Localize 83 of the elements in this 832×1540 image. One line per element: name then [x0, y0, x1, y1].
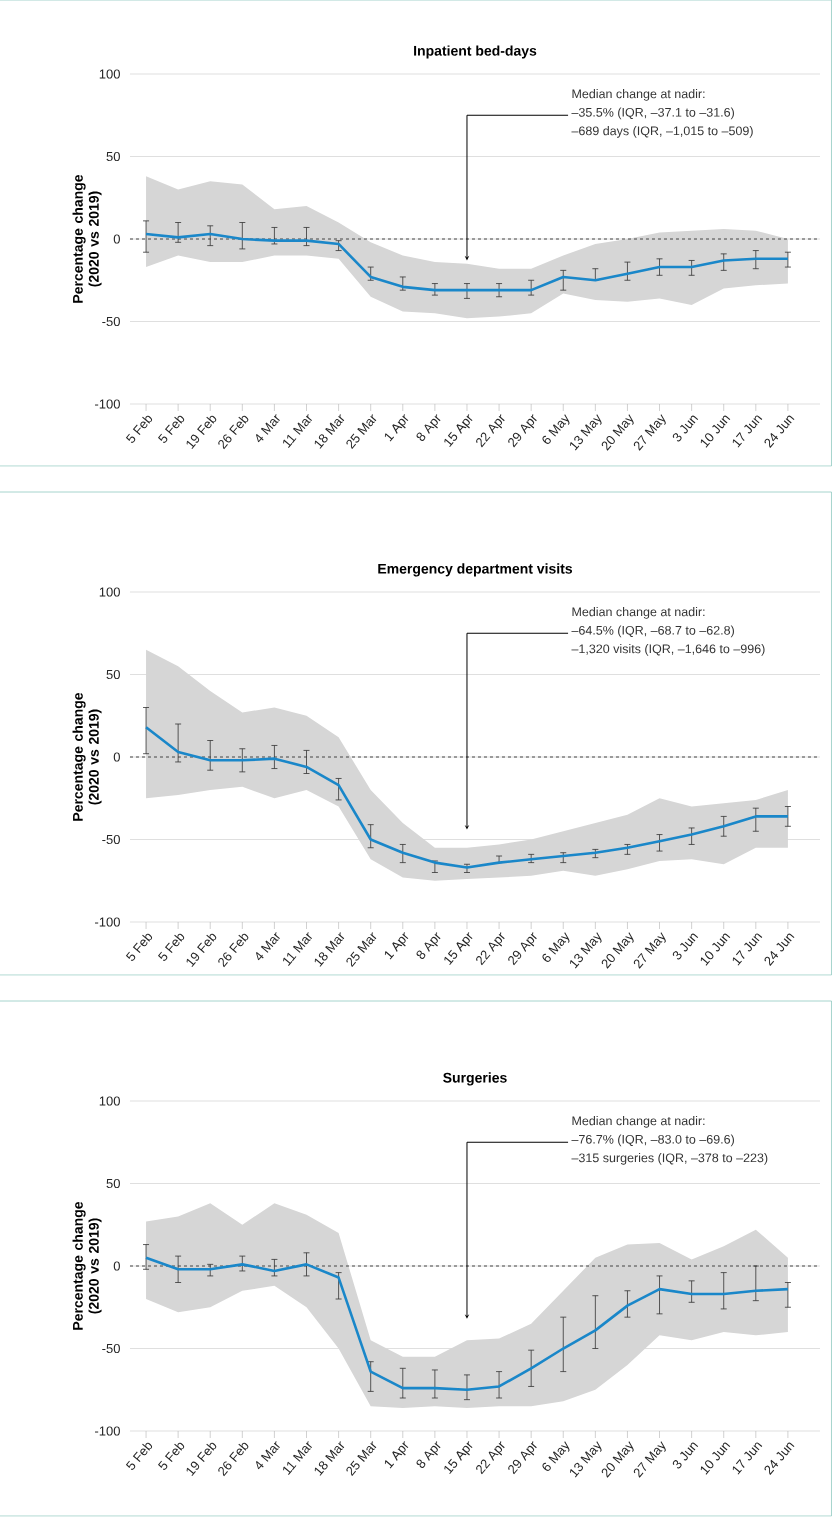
- y-tick-label: 0: [113, 752, 120, 762]
- y-tick-label: 50: [106, 1178, 120, 1189]
- y-tick-label: 50: [106, 669, 120, 680]
- x-tick-label: 15 Apr: [444, 1441, 473, 1475]
- x-tick-label: 5 Feb: [157, 933, 185, 961]
- x-tick-label: 18 Mar: [314, 932, 345, 967]
- x-tick-label: 10 Jun: [700, 933, 731, 966]
- x-tick-label: 10 Jun: [700, 415, 731, 448]
- y-tick-label: 100: [99, 1096, 120, 1106]
- x-tick-label: 26 Feb: [218, 415, 249, 450]
- x-tick-label: 17 Jun: [732, 415, 763, 448]
- x-tick-label: 24 Jun: [764, 1442, 795, 1475]
- chart-title: Emergency department visits: [378, 563, 573, 577]
- x-tick-label: 1 Apr: [384, 414, 409, 442]
- annotation: –1,320 visits (IQR, –1,646 to –996): [571, 644, 765, 656]
- x-tick-label: 11 Mar: [283, 932, 313, 966]
- x-tick-label: 3 Jun: [672, 415, 699, 442]
- x-tick-label: 5 Feb: [125, 1442, 153, 1470]
- y-tick-label: 100: [99, 69, 120, 79]
- x-tick-label: 5 Feb: [157, 415, 185, 443]
- annotation: Median change at nadir:: [572, 607, 705, 619]
- x-tick-label: 22 Apr: [476, 1441, 505, 1475]
- x-tick-label: 19 Feb: [186, 1442, 217, 1476]
- x-tick-label: 25 Mar: [346, 414, 377, 450]
- y-tick-label: 0: [113, 1261, 120, 1271]
- x-tick-label: 5 Feb: [125, 415, 153, 443]
- x-tick-label: 5 Feb: [157, 1442, 185, 1470]
- x-tick-label: 11 Mar: [283, 1441, 313, 1475]
- x-tick-label: 10 Jun: [700, 1442, 731, 1475]
- x-tick-label: 22 Apr: [476, 932, 505, 966]
- x-tick-label: 15 Apr: [444, 932, 473, 966]
- annotation: –76.7% (IQR, –83.0 to –69.6): [571, 1134, 734, 1147]
- annotation: Median change at nadir:: [572, 1116, 705, 1128]
- x-tick-label: 18 Mar: [314, 1441, 345, 1476]
- x-tick-label: 3 Jun: [672, 1442, 699, 1469]
- y-tick-label: 100: [99, 587, 120, 597]
- x-tick-label: 22 Apr: [476, 414, 505, 448]
- x-tick-label: 4 Mar: [256, 932, 280, 961]
- annotation: –689 days (IQR, –1,015 to –509): [571, 126, 753, 138]
- x-tick-label: 8 Apr: [416, 414, 441, 441]
- x-tick-label: 25 Mar: [346, 932, 377, 968]
- x-tick-label: 29 Apr: [508, 414, 537, 448]
- chart-title: Inpatient bed-days: [414, 45, 537, 59]
- y-axis-title: Percentage change (2020 vs 2019): [72, 692, 102, 821]
- x-tick-label: 25 Mar: [346, 1441, 377, 1477]
- x-tick-label: 26 Feb: [218, 1442, 249, 1477]
- x-tick-label: 5 Feb: [125, 933, 153, 961]
- x-tick-label: 1 Apr: [384, 1441, 409, 1469]
- chart-title: Surgeries: [443, 1072, 507, 1086]
- x-tick-label: 19 Feb: [186, 933, 217, 968]
- x-tick-label: 18 Mar: [314, 414, 345, 449]
- x-tick-label: 17 Jun: [732, 933, 763, 966]
- x-tick-label: 29 Apr: [508, 932, 537, 966]
- x-tick-label: 8 Apr: [416, 932, 441, 959]
- y-tick-label: 0: [113, 234, 120, 244]
- y-tick-label: 50: [106, 151, 120, 162]
- x-tick-label: 19 Feb: [186, 415, 217, 450]
- x-tick-label: 4 Mar: [256, 414, 280, 443]
- x-tick-label: 3 Jun: [672, 933, 699, 960]
- x-tick-label: 24 Jun: [764, 933, 795, 966]
- y-tick-label: -100: [95, 1426, 120, 1436]
- x-tick-label: 11 Mar: [283, 414, 313, 448]
- x-tick-label: 26 Feb: [218, 933, 249, 968]
- x-tick-label: 15 Apr: [444, 414, 473, 448]
- x-tick-label: 29 Apr: [508, 1441, 537, 1475]
- x-tick-label: 17 Jun: [732, 1442, 763, 1475]
- x-tick-label: 1 Apr: [384, 932, 409, 960]
- annotation: –64.5% (IQR, –68.7 to –62.8): [571, 625, 734, 638]
- annotation: Median change at nadir:: [572, 89, 705, 101]
- y-axis-title: Percentage change (2020 vs 2019): [72, 1201, 102, 1330]
- y-tick-label: -50: [102, 834, 120, 845]
- x-tick-label: 8 Apr: [416, 1441, 441, 1468]
- line-series: [144, 1256, 790, 1392]
- annotation: –35.5% (IQR, –37.1 to –31.6): [571, 107, 734, 120]
- annotation: –315 surgeries (IQR, –378 to –223): [571, 1153, 768, 1165]
- y-tick-label: -50: [102, 316, 120, 327]
- y-tick-label: -100: [95, 399, 120, 409]
- y-tick-label: -50: [102, 1343, 120, 1354]
- x-tick-label: 4 Mar: [256, 1441, 280, 1470]
- x-tick-label: 24 Jun: [764, 415, 795, 448]
- line-series: [144, 726, 790, 869]
- y-axis-title: Percentage change (2020 vs 2019): [72, 174, 102, 303]
- y-tick-label: -100: [95, 917, 120, 927]
